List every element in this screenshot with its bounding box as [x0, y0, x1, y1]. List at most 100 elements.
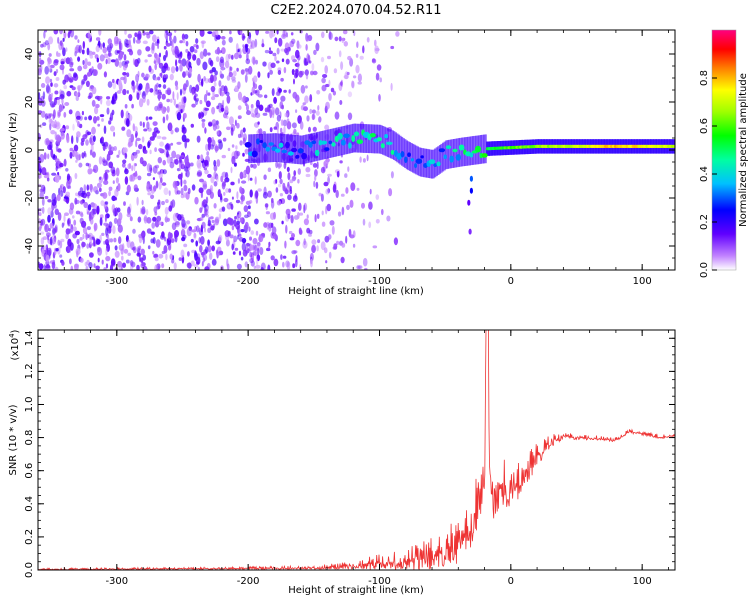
spectrogram-noise-speck [361, 202, 365, 209]
spectrogram-noise-speck [374, 45, 379, 54]
spectrogram-noise-speck [81, 49, 85, 55]
spectrogram-noise-speck [98, 187, 102, 192]
spectrogram-noise-speck [332, 90, 336, 96]
spectrogram-noise-speck [209, 252, 213, 260]
spectrogram-noise-speck [179, 63, 183, 72]
spectrogram-noise-speck [268, 103, 273, 108]
spectrogram-noise-speck [257, 94, 263, 98]
spectrogram-noise-speck [249, 251, 253, 258]
spectrogram-noise-speck [63, 214, 66, 222]
spectrogram-noise-speck [100, 97, 103, 105]
spectrogram-noise-speck [175, 128, 178, 132]
spectrogram-ridge-point [449, 155, 455, 163]
spectrogram-ridge-point [415, 158, 423, 164]
spectrogram-noise-speck [172, 212, 178, 222]
spectrogram-noise-speck [49, 68, 53, 73]
spectrogram-noise-speck [170, 238, 175, 244]
spectrogram-noise-speck [232, 251, 236, 255]
spectrogram-band [397, 134, 401, 164]
spectrogram-noise-speck [69, 68, 75, 72]
spectrogram-ridge-point [384, 134, 389, 139]
spectrogram-noise-speck [220, 64, 225, 71]
spectrogram-noise-speck [54, 90, 59, 95]
spectrogram-noise-speck [183, 112, 187, 119]
spectrogram-noise-speck [85, 232, 88, 241]
spectrogram-noise-speck [145, 73, 150, 79]
spectrogram-noise-speck [244, 221, 249, 230]
spectrogram-band [309, 133, 312, 163]
spectrogram-noise-speck [217, 188, 222, 196]
spectrogram-noise-speck [48, 227, 51, 232]
spectrogram-noise-speck [63, 111, 67, 118]
spectrogram-noise-speck [82, 64, 88, 70]
spectrogram-noise-speck [146, 228, 152, 234]
spectrogram-noise-speck [276, 200, 282, 206]
spectrogram-noise-speck [244, 261, 248, 268]
spectrogram-noise-speck [147, 141, 151, 149]
spectrogram-noise-speck [63, 85, 67, 90]
spectrogram-noise-speck [328, 251, 332, 259]
spectrogram-noise-speck [246, 36, 252, 44]
spectrogram-noise-speck [251, 86, 256, 95]
spectrogram-noise-speck [297, 44, 302, 49]
spectrogram-noise-speck [80, 79, 83, 88]
spectrogram-band [445, 140, 448, 170]
spectrogram-tail-point [467, 199, 471, 206]
spectrogram-noise-speck [38, 151, 41, 158]
colorbar-label: Normalized spectral amplitude [738, 73, 749, 227]
spectrogram-noise-speck [83, 184, 87, 193]
spectrogram-ridge-point [324, 147, 330, 152]
spectrogram-noise-speck [63, 198, 66, 202]
spectrogram-noise-speck [254, 176, 257, 185]
colorbar-tick-label: 0.0 [699, 262, 710, 278]
spectrogram-noise-speck [166, 87, 172, 96]
spectrogram-noise-speck [92, 208, 98, 215]
spectrogram-noise-speck [325, 83, 330, 88]
spectrogram-noise-speck [89, 252, 94, 258]
spectrogram-noise-speck [115, 177, 119, 184]
spectrogram-noise-speck [125, 60, 130, 64]
spectrogram-noise-speck [291, 68, 295, 76]
spectrogram-noise-speck [352, 243, 356, 248]
spectrogram-ridge-point [443, 154, 447, 160]
spectrogram-noise-speck [202, 257, 206, 263]
spectrogram-noise-speck [126, 90, 129, 94]
spectrogram-noise-speck [165, 74, 169, 80]
spectrogram-noise-speck [273, 96, 277, 104]
spectrogram-noise-speck [60, 127, 65, 132]
spectrogram-noise-speck [50, 148, 54, 158]
spectrogram-noise-speck [128, 94, 133, 102]
spectrogram-noise-speck [41, 206, 45, 214]
spectrogram-noise-speck [287, 194, 292, 201]
spectrogram-noise-speck [229, 30, 232, 35]
spectrogram-noise-speck [105, 255, 111, 262]
spectrogram-noise-speck [142, 95, 146, 103]
x-tick-label: -200 [237, 276, 260, 287]
spectrogram-noise-speck [164, 30, 168, 33]
spectrogram-noise-speck [193, 95, 196, 101]
spectrogram-band [431, 149, 434, 179]
spectrogram-noise-speck [221, 47, 226, 55]
spectrogram-noise-speck [273, 211, 276, 220]
spectrogram-noise-speck [256, 243, 261, 251]
spectrogram-noise-speck [235, 43, 239, 52]
spectrogram-ylabel: Frequency (Hz) [8, 112, 19, 188]
spectrogram-noise-speck [122, 72, 127, 76]
spectrogram-noise-speck [180, 194, 185, 199]
spectrogram-noise-speck [269, 69, 273, 75]
spectrogram-noise-speck [114, 250, 120, 258]
spectrogram-noise-speck [217, 252, 220, 257]
spectrogram-noise-speck [154, 257, 159, 262]
spectrogram-noise-speck [163, 245, 168, 254]
spectrogram-noise-speck [364, 267, 368, 270]
spectrogram-noise-speck [80, 141, 85, 146]
spectrogram-noise-speck [51, 261, 56, 270]
spectrogram-noise-speck [132, 58, 135, 65]
spectrogram-noise-speck [197, 162, 202, 170]
spectrogram-noise-speck [257, 188, 262, 192]
spectrogram-noise-speck [44, 223, 49, 233]
spectrogram-noise-speck [43, 245, 47, 249]
spectrogram-band [306, 134, 309, 164]
spectrogram-noise-speck [195, 99, 198, 106]
spectrogram-noise-speck [181, 161, 185, 170]
